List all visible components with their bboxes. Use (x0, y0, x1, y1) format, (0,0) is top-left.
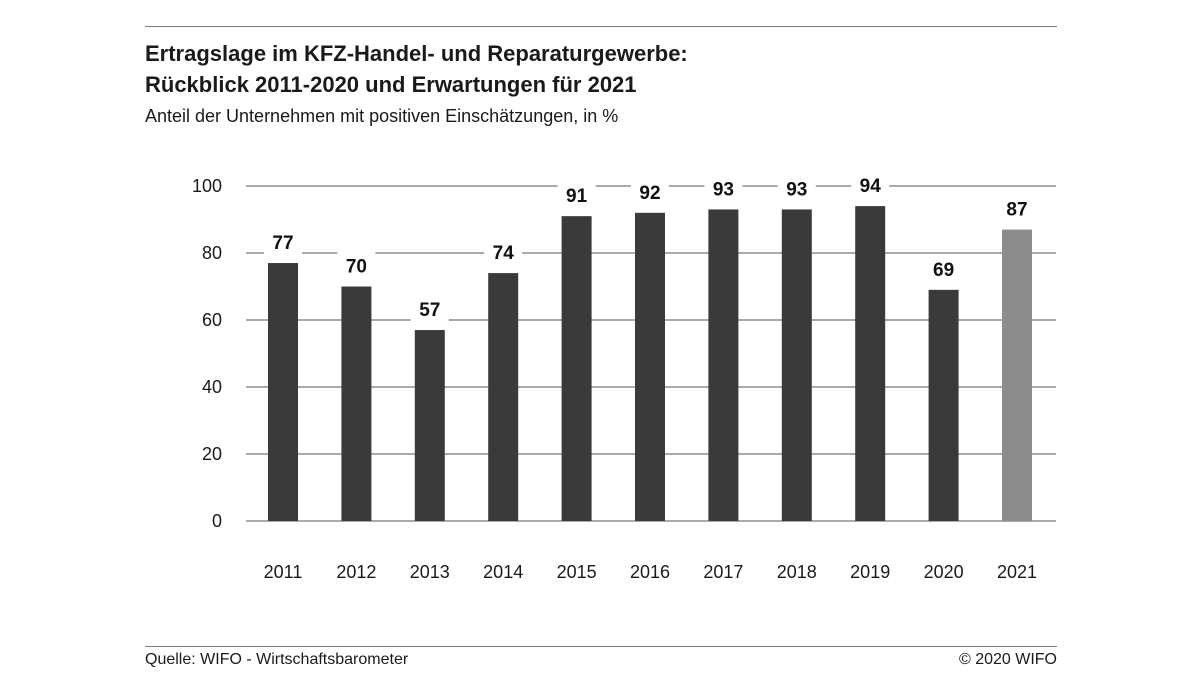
bottom-rule (145, 646, 1057, 647)
y-tick-label: 100 (192, 176, 222, 196)
top-rule (145, 26, 1057, 27)
data-label-2021: 87 (1006, 200, 1027, 221)
chart-title-line-2: Rückblick 2011-2020 und Erwartungen für … (145, 72, 637, 97)
data-label-2014: 74 (493, 243, 515, 264)
data-label-2012: 70 (346, 257, 367, 278)
data-label-2019: 94 (860, 176, 882, 197)
copyright-note: © 2020 WIFO (958, 651, 1057, 668)
data-label-background-2018 (777, 175, 816, 202)
y-tick-label: 40 (202, 377, 222, 397)
bar-2019 (855, 206, 886, 521)
bar-2011 (268, 263, 298, 521)
bar-2017 (708, 209, 739, 521)
bar-2014 (488, 273, 519, 521)
chart-title-line-1: Ertragslage im KFZ-Handel- und Reparatur… (145, 41, 688, 66)
data-label-background-2020 (924, 255, 963, 282)
bar-2016 (635, 212, 665, 522)
bars (268, 206, 1032, 522)
chart-subtitle: Anteil der Unternehmen mit positiven Ein… (145, 106, 619, 126)
data-labels: 77 70 57 74 91 92 93 93 94 69 87 (264, 172, 1036, 323)
data-label-background-2021 (998, 195, 1036, 222)
bar-2013 (414, 330, 445, 521)
x-tick-label-2020: 2020 (924, 562, 964, 582)
data-label-background-2012 (337, 252, 376, 279)
x-tick-label-2015: 2015 (557, 562, 597, 582)
data-label-2020: 69 (933, 260, 954, 281)
y-tick-label: 80 (202, 243, 222, 263)
y-axis-tick-labels: 0 20 40 60 80 100 (192, 176, 222, 531)
data-label-background-2011 (264, 229, 302, 256)
x-tick-label-2011: 2011 (264, 562, 303, 582)
x-axis-tick-labels: 2011 2012 2013 2014 2015 2016 2017 2018 2019 2020… (264, 562, 1037, 582)
x-tick-label-2018: 2018 (777, 562, 817, 582)
data-label-background-2014 (484, 239, 523, 266)
data-label-background-2013 (410, 296, 449, 323)
x-tick-label-2013: 2013 (410, 562, 450, 582)
bar-2021 (1002, 229, 1032, 522)
data-label-background-2019 (851, 172, 890, 199)
data-label-2011: 77 (272, 233, 293, 254)
data-label-2017: 93 (713, 179, 734, 200)
x-tick-label-2017: 2017 (703, 562, 743, 582)
data-label-2013: 57 (419, 300, 440, 321)
bar-2018 (781, 209, 812, 521)
bar-2012 (341, 286, 372, 521)
bar-2015 (561, 216, 592, 521)
x-tick-label-2012: 2012 (336, 562, 376, 582)
y-tick-label: 0 (212, 511, 222, 531)
data-label-background-2015 (557, 182, 596, 209)
data-label-2018: 93 (786, 179, 807, 200)
x-tick-label-2016: 2016 (630, 562, 670, 582)
y-tick-label: 20 (202, 444, 222, 464)
x-tick-label-2014: 2014 (483, 562, 523, 582)
chart-title: Ertragslage im KFZ-Handel- und Reparatur… (145, 38, 688, 100)
data-label-2015: 91 (566, 186, 588, 207)
x-tick-label-2019: 2019 (850, 562, 890, 582)
source-note: Quelle: WIFO - Wirtschaftsbarometer (145, 651, 409, 668)
data-label-background-2017 (704, 175, 743, 202)
y-tick-label: 60 (202, 310, 222, 330)
data-label-background-2016 (631, 178, 669, 205)
x-tick-label-2021: 2021 (997, 562, 1037, 582)
data-label-2016: 92 (639, 183, 660, 204)
bar-2020 (928, 289, 959, 521)
